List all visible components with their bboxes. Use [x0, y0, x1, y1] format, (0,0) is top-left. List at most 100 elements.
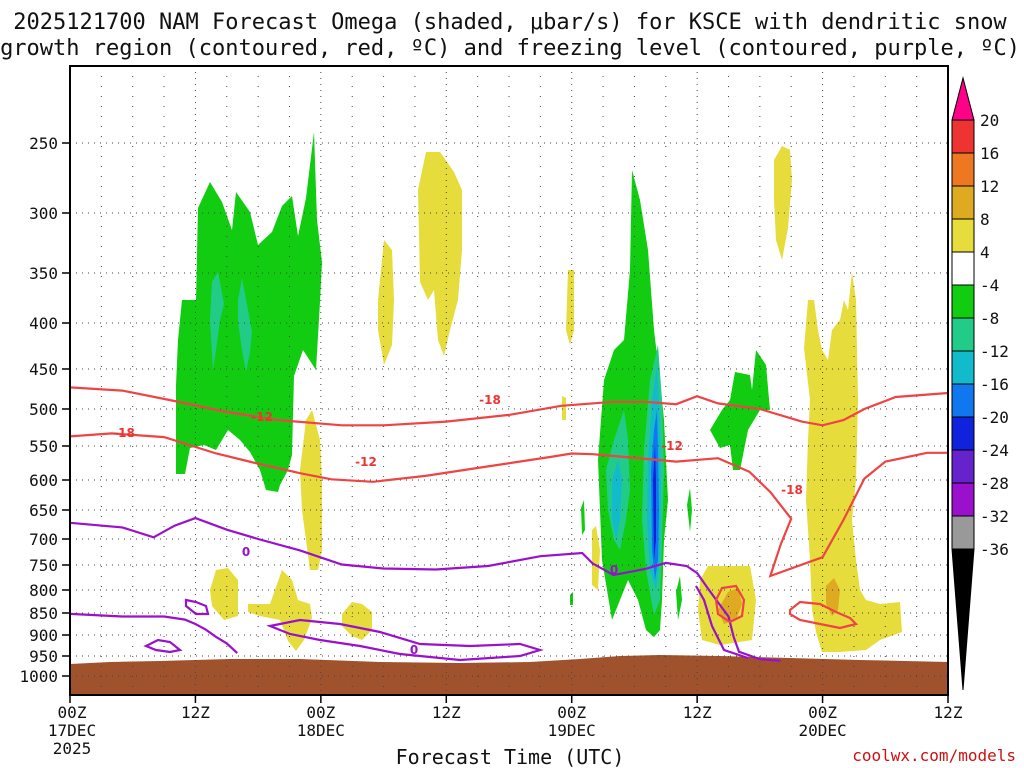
- colorbar-segment-10: [951, 449, 975, 484]
- omega-region-orange-1: [718, 588, 742, 624]
- y-tick-label-500: 500: [29, 400, 58, 419]
- x-tick-time-5: 12Z: [683, 703, 712, 722]
- y-tick-label-950: 950: [29, 647, 58, 666]
- y-tick-label-1000: 1000: [19, 667, 58, 686]
- colorbar-segment-12: [951, 515, 975, 550]
- omega-region-yellow-7: [566, 270, 574, 345]
- contour-label-purple-1: 0: [610, 563, 618, 577]
- x-tick-date-4: 19DEC: [548, 721, 596, 740]
- omega-shading-layer: [176, 132, 902, 652]
- contour-label-layer: -18 -12 -18 -12 -12 -18 0 0 0: [113, 393, 803, 657]
- contour-line-0: [69, 386, 949, 427]
- x-tick-date-6: 20DEC: [798, 721, 846, 740]
- colorbar-label-9: -20: [980, 408, 1009, 427]
- colorbar-segment-1: [951, 152, 975, 187]
- terrain-surface: [70, 655, 948, 695]
- colorbar-label-7: -12: [980, 342, 1009, 361]
- omega-region-blue-2: [653, 445, 656, 560]
- x-tick-time-3: 12Z: [432, 703, 461, 722]
- colorbar-segment-7: [951, 350, 975, 385]
- y-tick-label-650: 650: [29, 501, 58, 520]
- x-tick-date-0: 17DEC: [48, 721, 96, 740]
- y-tick-label-300: 300: [29, 204, 58, 223]
- colorbar-arrow-bottom: [951, 548, 975, 691]
- colorbar-segment-8: [951, 383, 975, 418]
- omega-region-yellow-12: [804, 272, 902, 652]
- omega-region-yellow-10: [774, 146, 792, 260]
- omega-region-green-1: [176, 132, 322, 492]
- y-tick-label-750: 750: [29, 556, 58, 575]
- omega-region-yellow-9: [592, 526, 600, 590]
- y-tick-label-700: 700: [29, 530, 58, 549]
- chart-title-line-2: growth region (contoured, red, ºC) and f…: [0, 36, 1020, 61]
- contour-label-purple-0: 0: [242, 545, 250, 559]
- x-tick-time-4: 00Z: [557, 703, 586, 722]
- contour-label-red-1: -12: [251, 410, 273, 424]
- x-tick-year-0: 2025: [53, 739, 92, 758]
- omega-region-orange-2: [826, 578, 840, 616]
- y-axis: 250 300 350 400 450 500 550 600 650 700 750 800 850 9…: [19, 134, 70, 686]
- x-tick-time-1: 12Z: [181, 703, 210, 722]
- y-tick-label-400: 400: [29, 314, 58, 333]
- x-tick-time-7: 12Z: [934, 703, 963, 722]
- colorbar-segment-3: [951, 218, 975, 253]
- grid-layer: [69, 66, 949, 695]
- contour-label-red-3: -12: [355, 455, 377, 469]
- x-tick-time-0: 00Z: [58, 703, 87, 722]
- colorbar: 20 16 12 8 4 -4 -8 -12 -16 -20 -24 -28 -32 -36: [951, 76, 1009, 691]
- contour-label-red-4: -12: [661, 439, 683, 453]
- x-tick-time-6: 00Z: [808, 703, 837, 722]
- colorbar-label-0: 20: [980, 111, 999, 130]
- omega-region-teal-1: [210, 272, 224, 370]
- contour-fragment-1: [714, 584, 746, 624]
- colorbar-label-1: 16: [980, 144, 999, 163]
- y-tick-label-550: 550: [29, 437, 58, 456]
- colorbar-segment-5: [951, 284, 975, 319]
- colorbar-label-5: -4: [980, 276, 999, 295]
- colorbar-segment-2: [951, 185, 975, 220]
- omega-region-green-6: [581, 500, 585, 535]
- omega-region-yellow-4: [210, 568, 238, 620]
- y-tick-label-850: 850: [29, 604, 58, 623]
- contour-fragment-3: [143, 638, 183, 654]
- y-tick-label-600: 600: [29, 471, 58, 490]
- contour-fragment-2: [184, 598, 210, 616]
- omega-region-yellow-1: [418, 152, 462, 356]
- x-axis-title: Forecast Time (UTC): [396, 745, 625, 768]
- colorbar-label-10: -24: [980, 441, 1009, 460]
- contour-line-1: [69, 432, 948, 578]
- contour-fragment-4: [266, 618, 544, 662]
- x-tick-time-2: 00Z: [306, 703, 335, 722]
- contour-fragment-5: [695, 585, 749, 660]
- contour-label-red-5: -18: [781, 483, 803, 497]
- credit-text: coolwx.com/models: [852, 746, 1016, 765]
- contour-label-red-2: -18: [113, 426, 135, 440]
- y-tick-label-800: 800: [29, 581, 58, 600]
- omega-region-yellow-8: [562, 396, 566, 420]
- plot-frame: [69, 65, 949, 696]
- contour-line-3: [69, 612, 238, 654]
- x-tick-date-2: 18DEC: [297, 721, 345, 740]
- omega-region-yellow-5: [248, 570, 312, 651]
- colorbar-label-12: -32: [980, 507, 1009, 526]
- colorbar-segment-4: [951, 251, 975, 286]
- colorbar-label-13: -36: [980, 540, 1009, 559]
- colorbar-label-2: 12: [980, 177, 999, 196]
- omega-region-green-7: [570, 592, 573, 605]
- colorbar-label-8: -16: [980, 375, 1009, 394]
- colorbar-label-11: -28: [980, 474, 1009, 493]
- omega-region-teal-2: [238, 278, 252, 372]
- contour-label-red-0: -18: [479, 393, 501, 407]
- contour-line-2: [69, 516, 781, 662]
- colorbar-label-3: 8: [980, 210, 990, 229]
- colorbar-label-6: -8: [980, 309, 999, 328]
- colorbar-label-4: 4: [980, 243, 990, 262]
- contour-label-purple-2: 0: [410, 643, 418, 657]
- colorbar-segment-0: [951, 119, 975, 154]
- omega-region-green-4: [676, 576, 682, 620]
- omega-region-cyan-2: [612, 460, 622, 540]
- colorbar-segment-9: [951, 416, 975, 451]
- contour-layer: [69, 386, 949, 662]
